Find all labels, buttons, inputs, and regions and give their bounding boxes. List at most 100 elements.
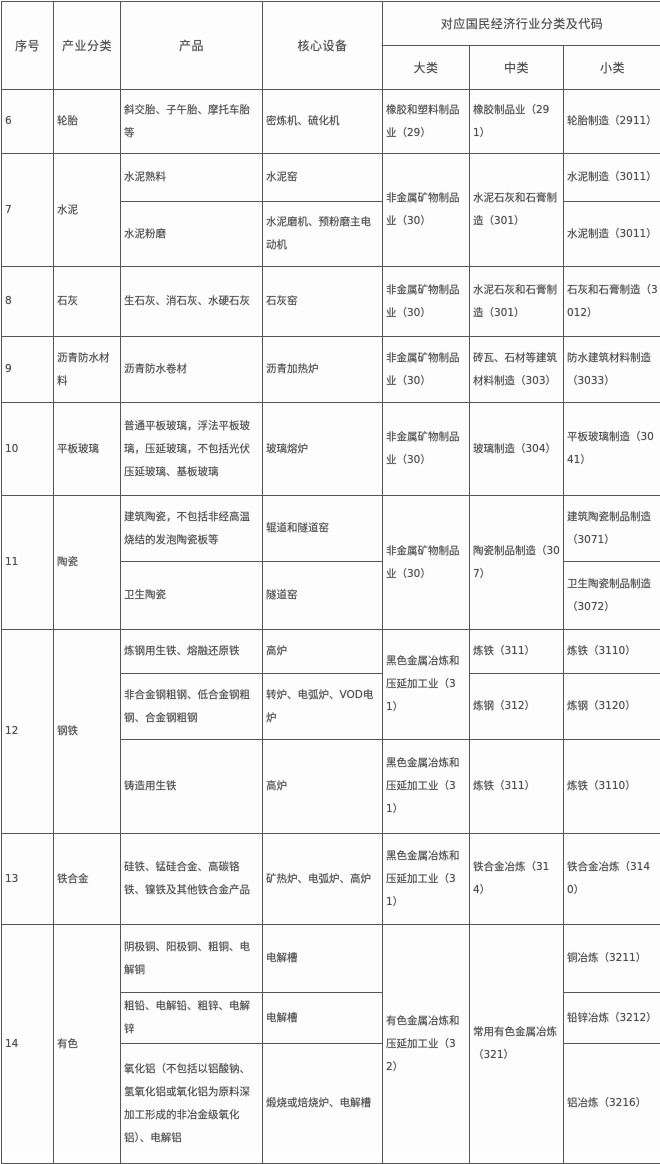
serial-cell: 9: [2, 337, 54, 403]
header-product: 产品: [121, 2, 263, 90]
minor-class-cell: 铁合金冶炼（3140）: [564, 834, 660, 925]
header-serial: 序号: [2, 2, 54, 90]
major-class-cell: 黑色金属冶炼和压延加工业（31）: [383, 740, 470, 834]
industry-cell: 铁合金: [54, 834, 121, 925]
middle-class-cell: 铁合金冶炼（314）: [470, 834, 564, 925]
major-class-cell: 黑色金属冶炼和压延加工业（31）: [383, 834, 470, 925]
minor-class-cell: 石灰和石膏制造（3012）: [564, 267, 660, 337]
serial-cell: 13: [2, 834, 54, 925]
equipment-cell: 高炉: [263, 740, 383, 834]
serial-cell: 6: [2, 90, 54, 154]
table-row: 7 水泥 水泥熟料 水泥窑 非金属矿物制品业（30） 水泥石灰和石膏制造（301…: [2, 154, 660, 202]
middle-class-cell: 砖瓦、石材等建筑材料制造（303）: [470, 337, 564, 403]
header-middle-class: 中类: [470, 46, 564, 90]
header-row-1: 序号 产业分类 产品 核心设备 对应国民经济行业分类及代码: [2, 2, 660, 46]
minor-class-cell: 铅锌冶炼（3212）: [564, 993, 660, 1044]
serial-cell: 8: [2, 267, 54, 337]
major-class-cell: 非金属矿物制品业（30）: [383, 267, 470, 337]
industry-cell: 石灰: [54, 267, 121, 337]
header-equipment: 核心设备: [263, 2, 383, 90]
industry-cell: 钢铁: [54, 630, 121, 834]
product-cell: 沥青防水卷材: [121, 337, 263, 403]
minor-class-cell: 铜冶炼（3211）: [564, 925, 660, 993]
product-cell: 阴极铜、阳极铜、粗铜、电解铜: [121, 925, 263, 993]
equipment-cell: 辊道和隧道窑: [263, 496, 383, 562]
minor-class-cell: 水泥制造（3011）: [564, 154, 660, 202]
product-cell: 卫生陶瓷: [121, 562, 263, 630]
table-row: 9 沥青防水材料 沥青防水卷材 沥青加热炉 非金属矿物制品业（30） 砖瓦、石材…: [2, 337, 660, 403]
table-row: 11 陶瓷 建筑陶瓷，不包括非经高温烧结的发泡陶瓷板等 辊道和隧道窑 非金属矿物…: [2, 496, 660, 562]
product-cell: 粗铅、电解铅、粗锌、电解锌: [121, 993, 263, 1044]
product-cell: 水泥粉磨: [121, 202, 263, 267]
serial-cell: 11: [2, 496, 54, 630]
product-cell: 氧化铝（不包括以铝酸钠、氢氧化铝或氧化铝为原料深加工形成的非冶金级氧化铝）、电解…: [121, 1044, 263, 1164]
industry-cell: 有色: [54, 925, 121, 1164]
product-cell: 铸造用生铁: [121, 740, 263, 834]
industry-cell: 平板玻璃: [54, 403, 121, 496]
major-class-cell: 非金属矿物制品业（30）: [383, 496, 470, 630]
industry-cell: 陶瓷: [54, 496, 121, 630]
equipment-cell: 转炉、电弧炉、VOD电炉: [263, 674, 383, 740]
product-cell: 水泥熟料: [121, 154, 263, 202]
equipment-cell: 密炼机、硫化机: [263, 90, 383, 154]
product-cell: 建筑陶瓷，不包括非经高温烧结的发泡陶瓷板等: [121, 496, 263, 562]
middle-class-cell: 水泥石灰和石膏制造（301）: [470, 154, 564, 267]
minor-class-cell: 炼铁（3110）: [564, 630, 660, 674]
header-economy-group: 对应国民经济行业分类及代码: [383, 2, 660, 46]
equipment-cell: 沥青加热炉: [263, 337, 383, 403]
serial-cell: 14: [2, 925, 54, 1164]
minor-class-cell: 平板玻璃制造（3041）: [564, 403, 660, 496]
minor-class-cell: 炼钢（3120）: [564, 674, 660, 740]
middle-class-cell: 炼铁（311）: [470, 740, 564, 834]
equipment-cell: 矿热炉、电弧炉、高炉: [263, 834, 383, 925]
middle-class-cell: 陶瓷制品制造（307）: [470, 496, 564, 630]
equipment-cell: 电解槽: [263, 925, 383, 993]
equipment-cell: 水泥磨机、预粉磨主电动机: [263, 202, 383, 267]
product-cell: 硅铁、锰硅合金、高碳铬铁、镍铁及其他铁合金产品: [121, 834, 263, 925]
table-row: 10 平板玻璃 普通平板玻璃，浮法平板玻璃，压延玻璃，不包括光伏压延玻璃、基板玻…: [2, 403, 660, 496]
industry-cell: 轮胎: [54, 90, 121, 154]
minor-class-cell: 建筑陶瓷制品制造（3071）: [564, 496, 660, 562]
major-class-cell: 非金属矿物制品业（30）: [383, 403, 470, 496]
product-cell: 炼钢用生铁、熔融还原铁: [121, 630, 263, 674]
header-industry: 产业分类: [54, 2, 121, 90]
serial-cell: 12: [2, 630, 54, 834]
middle-class-cell: 水泥石灰和石膏制造（301）: [470, 267, 564, 337]
minor-class-cell: 水泥制造（3011）: [564, 202, 660, 267]
product-cell: 生石灰、消石灰、水硬石灰: [121, 267, 263, 337]
major-class-cell: 有色金属冶炼和压延加工业（32）: [383, 925, 470, 1164]
table-row: 6 轮胎 斜交胎、子午胎、摩托车胎等 密炼机、硫化机 橡胶和塑料制品业（29） …: [2, 90, 660, 154]
minor-class-cell: 卫生陶瓷制品制造（3072）: [564, 562, 660, 630]
equipment-cell: 煅烧或焙烧炉、电解槽: [263, 1044, 383, 1164]
equipment-cell: 水泥窑: [263, 154, 383, 202]
table-row: 12 钢铁 炼钢用生铁、熔融还原铁 高炉 黑色金属冶炼和压延加工业（31） 炼铁…: [2, 630, 660, 674]
middle-class-cell: 炼钢（312）: [470, 674, 564, 740]
middle-class-cell: 常用有色金属冶炼（321）: [470, 925, 564, 1164]
equipment-cell: 隧道窑: [263, 562, 383, 630]
product-cell: 非合金钢粗钢、低合金钢粗钢、合金钢粗钢: [121, 674, 263, 740]
minor-class-cell: 铝冶炼（3216）: [564, 1044, 660, 1164]
table-row: 14 有色 阴极铜、阳极铜、粗铜、电解铜 电解槽 有色金属冶炼和压延加工业（32…: [2, 925, 660, 993]
header-major-class: 大类: [383, 46, 470, 90]
major-class-cell: 非金属矿物制品业（30）: [383, 337, 470, 403]
header-minor-class: 小类: [564, 46, 660, 90]
major-class-cell: 橡胶和塑料制品业（29）: [383, 90, 470, 154]
major-class-cell: 非金属矿物制品业（30）: [383, 154, 470, 267]
equipment-cell: 电解槽: [263, 993, 383, 1044]
industry-cell: 水泥: [54, 154, 121, 267]
table-row: 8 石灰 生石灰、消石灰、水硬石灰 石灰窑 非金属矿物制品业（30） 水泥石灰和…: [2, 267, 660, 337]
equipment-cell: 石灰窑: [263, 267, 383, 337]
product-cell: 斜交胎、子午胎、摩托车胎等: [121, 90, 263, 154]
equipment-cell: 玻璃熔炉: [263, 403, 383, 496]
middle-class-cell: 橡胶制品业（291）: [470, 90, 564, 154]
serial-cell: 7: [2, 154, 54, 267]
minor-class-cell: 炼铁（3110）: [564, 740, 660, 834]
major-class-cell: 黑色金属冶炼和压延加工业（31）: [383, 630, 470, 740]
product-cell: 普通平板玻璃，浮法平板玻璃，压延玻璃，不包括光伏压延玻璃、基板玻璃: [121, 403, 263, 496]
minor-class-cell: 轮胎制造（2911）: [564, 90, 660, 154]
middle-class-cell: 玻璃制造（304）: [470, 403, 564, 496]
equipment-cell: 高炉: [263, 630, 383, 674]
minor-class-cell: 防水建筑材料制造（3033）: [564, 337, 660, 403]
